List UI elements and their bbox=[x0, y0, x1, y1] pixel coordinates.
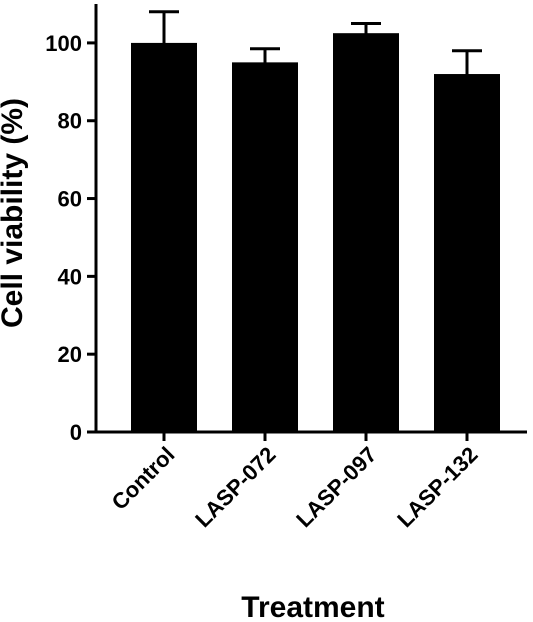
y-tick-label: 80 bbox=[58, 109, 82, 134]
y-tick-label: 40 bbox=[58, 264, 82, 289]
bar bbox=[131, 42, 197, 433]
y-tick-label: 60 bbox=[58, 187, 82, 212]
bar bbox=[434, 74, 500, 432]
y-tick-label: 100 bbox=[45, 31, 82, 56]
bar bbox=[232, 62, 298, 432]
x-axis-title: Treatment bbox=[241, 591, 384, 622]
x-tick-label: LASP-072 bbox=[190, 442, 280, 532]
y-tick-label: 0 bbox=[70, 420, 82, 445]
plot-area: Control LASP-072 LASP-097 LASP-132 0 20 40 60 80… bbox=[45, 4, 527, 532]
x-tick-label: LASP-132 bbox=[392, 442, 482, 532]
y-tick-label: 20 bbox=[58, 342, 82, 367]
y-axis-title: Cell viability (%) bbox=[0, 98, 29, 328]
x-tick-label: Control bbox=[107, 442, 180, 515]
bar bbox=[333, 33, 399, 432]
x-tick-label: LASP-097 bbox=[291, 442, 381, 532]
